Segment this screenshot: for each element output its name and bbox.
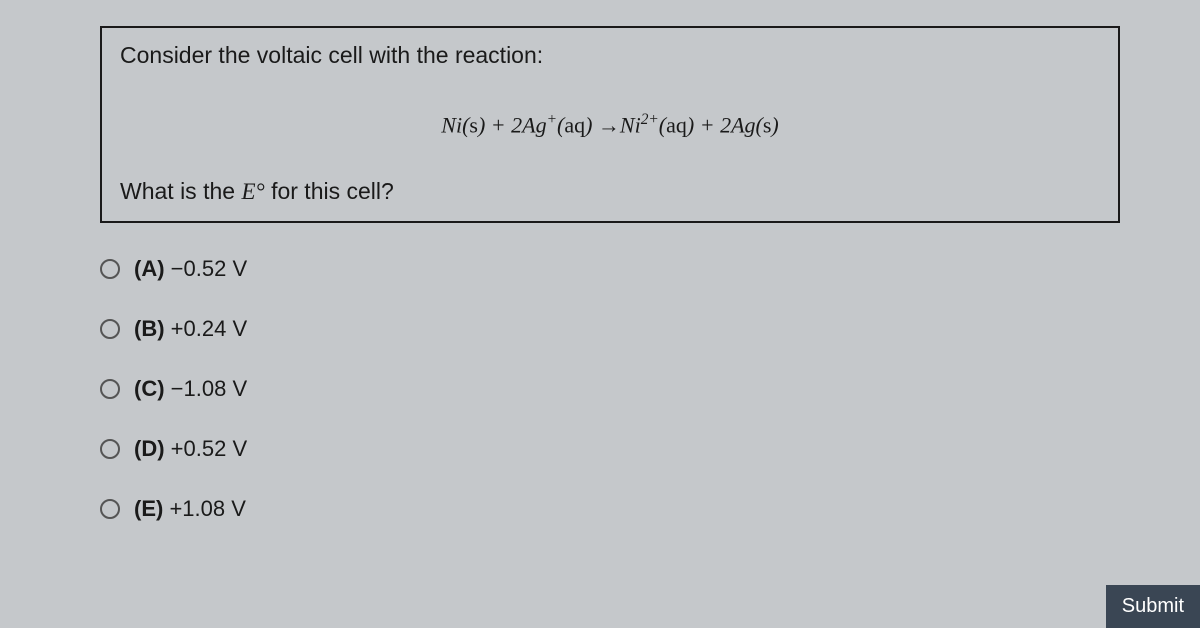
option-c[interactable]: (C) −1.08 V [100,376,247,402]
option-label: (B) +0.24 V [134,316,247,342]
option-label: (A) −0.52 V [134,256,247,282]
radio-icon [100,499,120,519]
option-d[interactable]: (D) +0.52 V [100,436,247,462]
question-prompt: What is the E° for this cell? [120,178,1100,205]
radio-icon [100,259,120,279]
question-box: Consider the voltaic cell with the react… [100,26,1120,223]
radio-icon [100,379,120,399]
prompt-prefix: What is the [120,178,241,204]
option-a[interactable]: (A) −0.52 V [100,256,247,282]
options-list: (A) −0.52 V (B) +0.24 V (C) −1.08 V (D) … [100,256,247,556]
radio-icon [100,439,120,459]
question-intro: Consider the voltaic cell with the react… [120,42,1100,69]
prompt-suffix: for this cell? [265,178,394,204]
submit-button[interactable]: Submit [1106,585,1200,628]
option-b[interactable]: (B) +0.24 V [100,316,247,342]
option-label: (C) −1.08 V [134,376,247,402]
prompt-symbol: E° [241,179,264,204]
option-e[interactable]: (E) +1.08 V [100,496,247,522]
option-label: (D) +0.52 V [134,436,247,462]
radio-icon [100,319,120,339]
option-label: (E) +1.08 V [134,496,246,522]
reaction-equation: Ni(s) + 2Ag+(aq) →Ni2+(aq) + 2Ag(s) [120,111,1100,138]
